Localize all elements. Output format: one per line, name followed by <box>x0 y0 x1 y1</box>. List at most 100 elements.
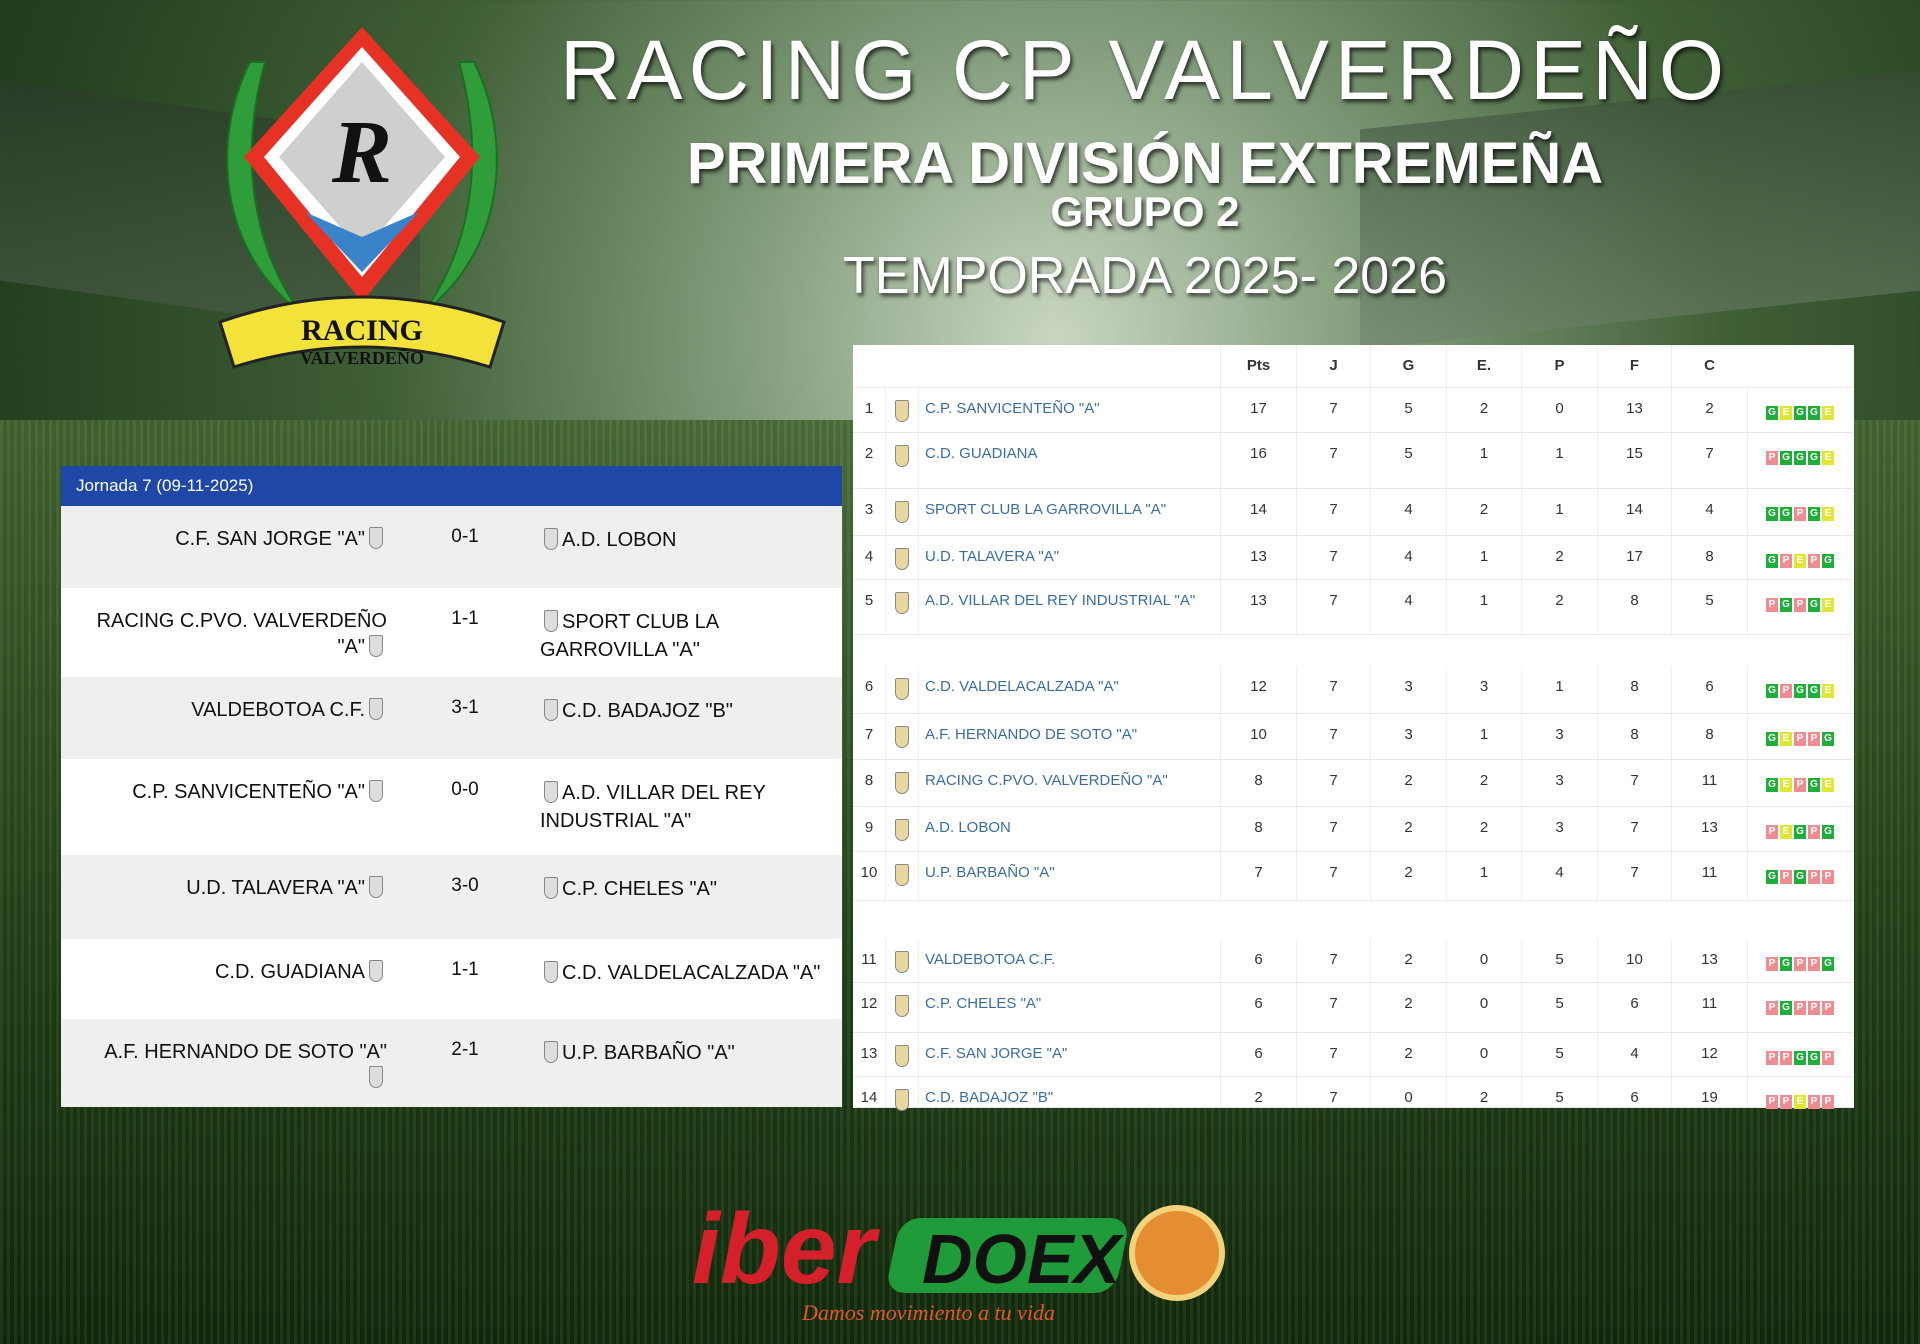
home-crest-icon <box>369 960 383 982</box>
form-result-badge: P <box>1766 598 1778 612</box>
stat-p: 1 <box>1521 489 1597 535</box>
team-crest-icon <box>885 983 918 1032</box>
stat-e: 0 <box>1446 1033 1521 1076</box>
stat-g: 4 <box>1370 489 1446 535</box>
stat-e: 2 <box>1446 760 1521 806</box>
form-result-badge: P <box>1808 1001 1820 1015</box>
away-team: C.P. CHELES "A" <box>540 875 840 903</box>
form-result-badge: P <box>1822 1095 1834 1109</box>
standings-row: 12 C.P. CHELES "A" 6 7 2 0 5 6 11 P G P P P <box>853 983 1854 1033</box>
home-team-name: C.D. GUADIANA <box>214 961 365 983</box>
stat-p: 4 <box>1521 852 1597 900</box>
stat-j: 7 <box>1296 852 1370 900</box>
team-name-link[interactable]: SPORT CLUB LA GARROVILLA "A" <box>918 489 1220 535</box>
form-result-badge: G <box>1794 684 1806 698</box>
home-team-name: C.F. SAN JORGE "A" <box>175 528 365 550</box>
stat-f: 17 <box>1597 536 1671 579</box>
stat-g: 3 <box>1370 666 1446 713</box>
form-result-badge: G <box>1822 825 1834 839</box>
home-crest-icon <box>369 876 383 898</box>
form-result-badge: P <box>1808 732 1820 746</box>
away-crest-icon <box>544 528 558 550</box>
home-team-name: RACING C.PVO. VALVERDEÑO "A" <box>96 610 387 658</box>
standings-row: 8 RACING C.PVO. VALVERDEÑO "A" 8 7 2 2 3 7 11 G E… <box>853 760 1854 807</box>
form-result-badge: G <box>1766 870 1778 884</box>
stat-g: 4 <box>1370 536 1446 579</box>
stat-f: 7 <box>1597 852 1671 900</box>
match-score: 0-1 <box>451 526 479 547</box>
stat-p: 0 <box>1521 388 1597 432</box>
stat-e: 2 <box>1446 388 1521 432</box>
form-result-badge: P <box>1808 554 1820 568</box>
position: 14 <box>860 1089 878 1106</box>
position: 2 <box>864 445 874 462</box>
form-result-badge: G <box>1822 732 1834 746</box>
away-crest-icon <box>544 610 558 632</box>
club-crest-logo: R RACING VALVERDEÑO <box>218 27 506 369</box>
form-result-badge: G <box>1780 1001 1792 1015</box>
team-name-link[interactable]: A.F. HERNANDO DE SOTO "A" <box>918 714 1220 759</box>
match-score: 3-1 <box>451 697 479 718</box>
form-result-badge: G <box>1780 957 1792 971</box>
stat-f: 6 <box>1597 983 1671 1032</box>
stat-pts: 13 <box>1220 536 1296 579</box>
form-result-badge: P <box>1794 507 1806 521</box>
match-row: C.F. SAN JORGE "A" 0-1 A.D. LOBON <box>61 506 842 588</box>
stat-pts: 13 <box>1220 580 1296 634</box>
stat-c: 2 <box>1671 388 1747 432</box>
home-team: C.D. GUADIANA <box>87 959 387 985</box>
stat-p: 3 <box>1521 807 1597 851</box>
home-crest-icon <box>369 698 383 720</box>
form-result-badge: P <box>1822 1001 1834 1015</box>
column-header: J <box>1296 345 1370 387</box>
team-name-link[interactable]: A.D. LOBON <box>918 807 1220 851</box>
team-name-link[interactable]: C.F. SAN JORGE "A" <box>918 1033 1220 1076</box>
form-result-badge: E <box>1780 778 1792 792</box>
stat-p: 3 <box>1521 714 1597 759</box>
standings-table: Pts J G E. P F C 1 C.P. SANVICENTEÑO "A" 17 7 5 2 0 1… <box>853 345 1854 1111</box>
form-result-badge: P <box>1780 554 1792 568</box>
stat-g: 2 <box>1370 939 1446 982</box>
form-result-badge: G <box>1822 554 1834 568</box>
team-crest-icon <box>885 489 918 535</box>
team-name-link[interactable]: A.D. VILLAR DEL REY INDUSTRIAL "A" <box>918 580 1220 634</box>
team-name-link[interactable]: C.P. CHELES "A" <box>918 983 1220 1032</box>
stat-j: 7 <box>1296 489 1370 535</box>
position: 13 <box>860 1045 878 1062</box>
stat-f: 10 <box>1597 939 1671 982</box>
match-score: 1-1 <box>451 959 479 980</box>
team-name-link[interactable]: VALDEBOTOA C.F. <box>918 939 1220 982</box>
team-name-link[interactable]: RACING C.PVO. VALVERDEÑO "A" <box>918 760 1220 806</box>
team-name-link[interactable]: C.P. SANVICENTEÑO "A" <box>918 388 1220 432</box>
form-result-badge: E <box>1780 406 1792 420</box>
away-team: C.D. BADAJOZ "B" <box>540 697 840 725</box>
team-name-link[interactable]: C.D. BADAJOZ "B" <box>918 1077 1220 1107</box>
club-title: RACING CP VALVERDEÑO <box>559 23 1731 117</box>
column-header: C <box>1671 345 1747 387</box>
team-name-link[interactable]: U.D. TALAVERA "A" <box>918 536 1220 579</box>
form-result-badge: E <box>1822 598 1834 612</box>
stat-c: 11 <box>1671 760 1747 806</box>
team-name-link[interactable]: C.D. VALDELACALZADA "A" <box>918 666 1220 713</box>
stat-g: 2 <box>1370 807 1446 851</box>
away-team: U.P. BARBAÑO "A" <box>540 1039 840 1067</box>
form-result-badge: G <box>1808 507 1820 521</box>
form-result-badge: G <box>1766 778 1778 792</box>
home-team: C.F. SAN JORGE "A" <box>87 526 387 552</box>
team-name-link[interactable]: C.D. GUADIANA <box>918 433 1220 488</box>
form-result-badge: P <box>1808 957 1820 971</box>
form-result-badge: G <box>1808 598 1820 612</box>
away-team-name: C.D. VALDELACALZADA "A" <box>562 962 821 984</box>
team-name-link[interactable]: U.P. BARBAÑO "A" <box>918 852 1220 900</box>
stat-p: 1 <box>1521 433 1597 488</box>
stat-e: 1 <box>1446 852 1521 900</box>
stat-g: 2 <box>1370 1033 1446 1076</box>
stat-f: 8 <box>1597 714 1671 759</box>
form-result-badge: P <box>1766 1095 1778 1109</box>
position: 3 <box>864 501 874 518</box>
stat-f: 7 <box>1597 760 1671 806</box>
stat-pts: 6 <box>1220 939 1296 982</box>
standings-row: 13 C.F. SAN JORGE "A" 6 7 2 0 5 4 12 P P G G P <box>853 1033 1854 1077</box>
